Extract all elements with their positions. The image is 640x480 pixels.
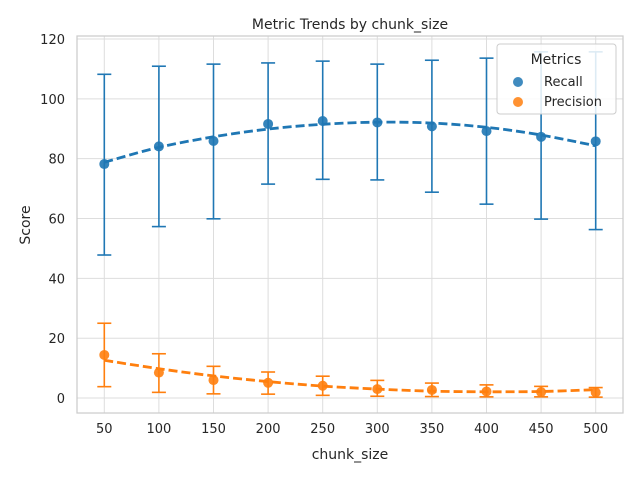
data-point-recall <box>481 126 492 137</box>
data-point-precision <box>99 349 110 360</box>
data-points <box>99 115 601 398</box>
y-tick-label: 20 <box>48 332 65 347</box>
y-tick-label: 80 <box>48 153 65 168</box>
data-point-precision <box>317 380 328 391</box>
plot-area-frame <box>76 35 624 414</box>
data-point-precision <box>426 384 437 395</box>
x-tick-label: 300 <box>365 422 390 437</box>
x-axis-ticks: 50 100 150 200 250 300 350 400 450 500 <box>96 422 608 437</box>
x-tick-label: 350 <box>419 422 444 437</box>
y-tick-label: 40 <box>48 272 65 287</box>
trend-line-precision <box>104 358 596 394</box>
data-point-recall <box>536 131 547 142</box>
data-point-precision <box>372 384 383 395</box>
legend: Metrics Recall Precision <box>496 43 617 115</box>
y-tick-label: 60 <box>48 213 65 228</box>
y-axis-ticks: 0 20 40 60 80 100 120 <box>40 33 65 407</box>
x-tick-label: 50 <box>96 422 113 437</box>
data-point-recall <box>208 136 219 147</box>
data-point-recall <box>426 121 437 132</box>
data-point-precision <box>590 387 601 398</box>
legend-title: Metrics <box>531 52 582 68</box>
chart-title: Metric Trends by chunk_size <box>252 17 448 33</box>
trend-line-recall <box>103 120 596 164</box>
y-tick-label: 120 <box>40 33 65 48</box>
y-tick-label: 0 <box>57 392 65 407</box>
x-axis-label: chunk_size <box>312 447 389 463</box>
data-point-precision <box>208 375 219 386</box>
legend-label-recall: Recall <box>544 75 583 90</box>
trend-lines <box>103 120 596 394</box>
x-tick-label: 450 <box>529 422 554 437</box>
legend-marker-precision <box>513 97 523 107</box>
data-point-precision <box>536 387 547 398</box>
data-point-precision <box>481 386 492 397</box>
y-axis-label: Score <box>18 205 34 244</box>
data-point-recall <box>99 159 110 170</box>
data-point-recall <box>263 118 274 129</box>
x-tick-label: 100 <box>146 422 171 437</box>
y-tick-label: 100 <box>40 93 65 108</box>
data-point-recall <box>372 117 383 128</box>
x-tick-label: 150 <box>201 422 226 437</box>
data-point-precision <box>263 377 274 388</box>
data-point-precision <box>153 367 164 378</box>
data-point-recall <box>317 115 328 126</box>
data-point-recall <box>153 141 164 152</box>
legend-box <box>496 43 617 115</box>
x-tick-label: 250 <box>310 422 335 437</box>
x-tick-label: 200 <box>256 422 281 437</box>
x-tick-label: 400 <box>474 422 499 437</box>
x-tick-label: 500 <box>583 422 608 437</box>
legend-marker-recall <box>513 77 523 87</box>
data-point-recall <box>590 136 601 147</box>
legend-label-precision: Precision <box>544 95 602 110</box>
